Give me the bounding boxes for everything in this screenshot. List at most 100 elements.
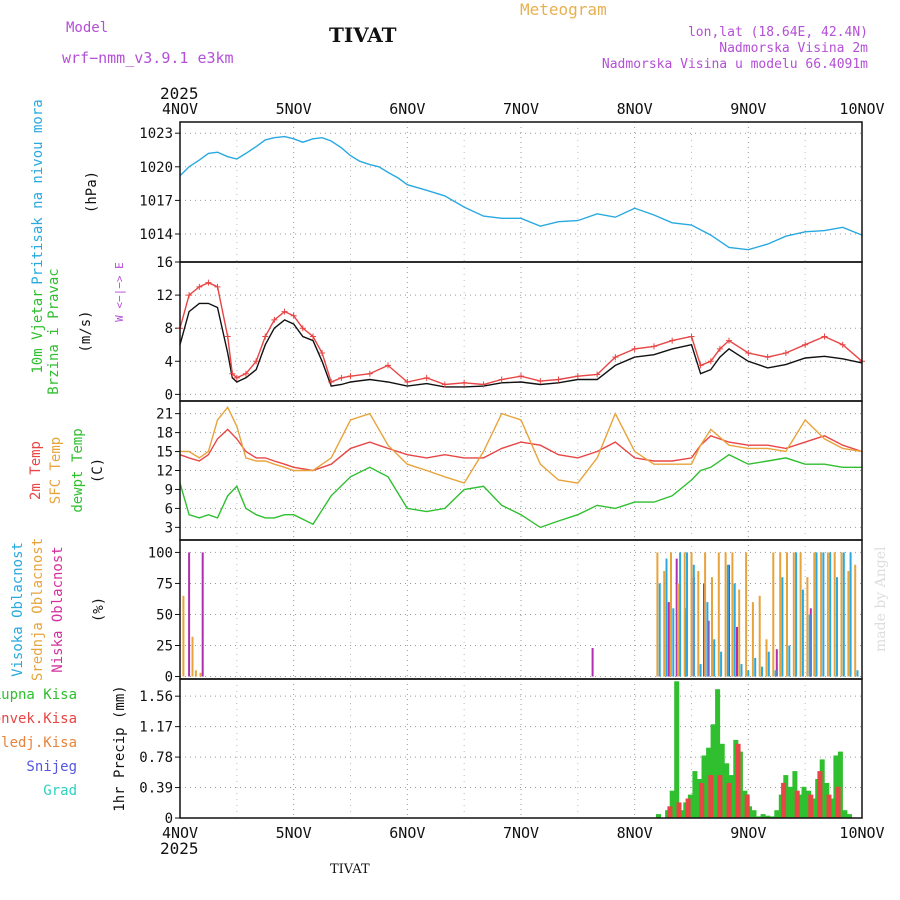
wind-panel: 0 4 8 12 16 10m Vjetar Brzina i Pravac (m/s) W <… [30,255,865,403]
bar [194,670,197,677]
y-tick-label: 12 [156,288,173,304]
y-axis-label: SFC Temp [48,437,64,504]
y-axis-label: (hPa) [84,171,100,213]
lonlat-label: lon,lat (18.64E, 42.4N) [687,25,868,40]
y-tick-label: 0.78 [139,750,173,766]
y-tick-label: 75 [156,576,173,592]
gust-marker [650,343,657,350]
y-axis-label: Brzina i Pravac [46,268,62,394]
y-tick-label: 16 [156,255,173,271]
bar [765,639,768,677]
bar [756,816,762,818]
chart-kind: Meteogram [520,0,607,19]
gust-marker [309,333,316,340]
gust-marker [423,374,430,381]
bar [663,571,666,677]
gust-marker [299,325,306,332]
bar [720,651,723,677]
bar [840,552,843,677]
gust-marker [196,283,203,290]
model-label: Model [66,20,109,36]
bar [692,564,695,677]
legend-item: Zaledj.Kisa [0,735,77,751]
bar [758,595,761,677]
y-tick-label: 1020 [139,160,173,176]
bar [726,564,729,677]
bar [710,724,716,818]
bar [731,552,734,677]
bar [591,648,594,677]
x-tick-label-bottom: 6NOV [389,824,425,842]
bar [676,583,679,677]
bar [760,814,766,818]
y-axis-label: (C) [90,458,106,483]
y-tick-label: 4 [165,354,173,370]
bar [692,771,698,818]
bar [808,614,811,677]
bar [738,589,741,677]
gust-marker [233,374,240,381]
bar [799,552,802,677]
bar [775,649,778,677]
gust-marker [764,354,771,361]
bar [665,558,668,677]
bar [676,802,682,818]
bar [826,794,832,818]
bar [772,552,775,677]
model-altitude-label: Nadmorska Visina u modelu 66.4091m [601,57,868,72]
bar [744,794,750,818]
bar [806,577,809,677]
bar [786,552,788,677]
bar [779,552,782,677]
y-tick-label: 1.56 [139,689,173,705]
gust-marker [262,333,269,340]
bar [690,552,693,677]
gust-marker [271,316,278,323]
bar [817,771,823,818]
gust-marker [745,350,752,357]
bar [761,666,763,677]
bar [736,626,738,677]
gust-marker [707,358,714,365]
y-axis-label: Srednja Oblacnost [30,538,46,681]
y-tick-label: 0.39 [139,781,173,797]
gust-marker [366,370,373,377]
legend-item: Grad [43,783,77,799]
bar [717,775,723,818]
gust-marker [281,308,288,315]
gust-marker [290,312,297,319]
y-tick-label: 50 [156,607,173,623]
bar [808,794,814,818]
gust-marker [631,345,638,352]
bar [788,645,791,677]
y-axis-label: 2m Temp [28,441,44,500]
y-axis-label: 1hr Precip (mm) [112,685,128,811]
gust-marker [726,337,733,344]
bar [707,620,710,677]
bar [667,602,670,677]
legend-item: Ukupna Kisa [0,687,77,703]
bar [724,552,727,677]
bar [740,664,743,677]
bar [854,564,857,677]
bar [672,608,675,677]
bar [674,681,680,818]
gust-marker [441,381,448,388]
y-tick-label: 6 [165,501,173,517]
gust-marker [480,381,487,388]
x-tick-label-bottom: 9NOV [730,824,766,842]
gust-marker [802,341,809,348]
bar [679,552,682,677]
bar [842,810,848,818]
bar [697,571,700,677]
bar [735,743,741,818]
gust-marker [347,373,354,380]
bar [670,552,672,677]
y-tick-label: 18 [156,426,173,442]
bar [656,552,659,677]
bar [833,552,836,677]
y-axis-label: (m/s) [78,310,94,352]
bar [669,790,675,818]
bar [751,810,757,818]
